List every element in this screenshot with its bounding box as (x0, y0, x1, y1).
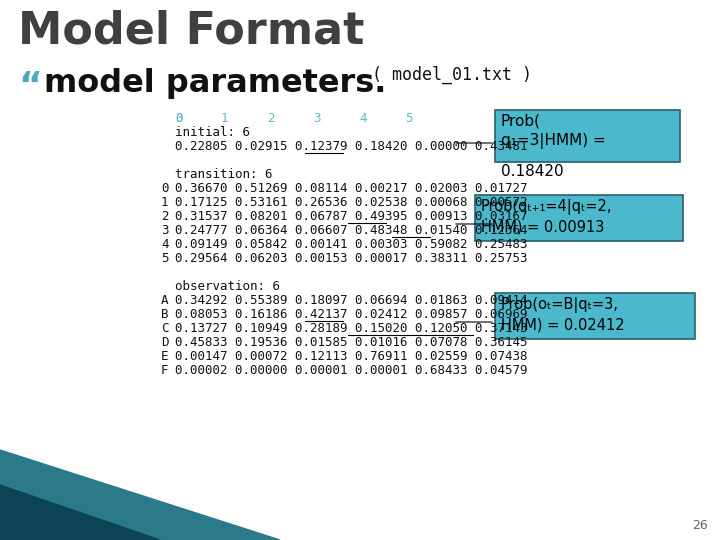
Text: transition: 6: transition: 6 (175, 168, 272, 181)
Text: Model Format: Model Format (18, 10, 364, 53)
Text: C: C (161, 322, 168, 335)
Text: 2: 2 (267, 112, 274, 125)
Text: B: B (161, 308, 168, 321)
Text: A: A (161, 294, 168, 307)
Text: model parameters.: model parameters. (44, 68, 387, 99)
Text: “: “ (18, 70, 42, 104)
Text: Prob(
q₁=3|HMM) =: Prob( q₁=3|HMM) = (501, 114, 606, 149)
Text: 0.34292 0.55389 0.18097 0.06694 0.01863 0.09414: 0.34292 0.55389 0.18097 0.06694 0.01863 … (175, 294, 528, 307)
Text: 0.09149 0.05842 0.00141 0.00303 0.59082 0.25483: 0.09149 0.05842 0.00141 0.00303 0.59082 … (175, 238, 528, 251)
Text: 2: 2 (161, 210, 168, 223)
Text: 0: 0 (175, 112, 182, 125)
Text: ( model_01.txt ): ( model_01.txt ) (362, 66, 532, 84)
Text: observation: 6: observation: 6 (175, 280, 280, 293)
Polygon shape (0, 485, 160, 540)
Text: 0: 0 (161, 182, 168, 195)
Text: 0.18420: 0.18420 (501, 164, 564, 179)
Text: 4: 4 (359, 112, 366, 125)
Text: initial: 6: initial: 6 (175, 126, 250, 139)
Text: 26: 26 (692, 519, 708, 532)
Text: 0.08053 0.16186 0.42137 0.02412 0.09857 0.06969: 0.08053 0.16186 0.42137 0.02412 0.09857 … (175, 308, 528, 321)
Text: 0: 0 (175, 112, 182, 125)
Text: 0.00002 0.00000 0.00001 0.00001 0.68433 0.04579: 0.00002 0.00000 0.00001 0.00001 0.68433 … (175, 364, 528, 377)
Text: E: E (161, 350, 168, 363)
Text: 0.29564 0.06203 0.00153 0.00017 0.38311 0.25753: 0.29564 0.06203 0.00153 0.00017 0.38311 … (175, 252, 528, 265)
FancyBboxPatch shape (495, 293, 695, 339)
Text: 0.24777 0.06364 0.06607 0.48348 0.01540 0.12364: 0.24777 0.06364 0.06607 0.48348 0.01540 … (175, 224, 528, 237)
Text: F: F (161, 364, 168, 377)
Text: 3: 3 (161, 224, 168, 237)
Text: 3: 3 (313, 112, 320, 125)
Text: 1: 1 (221, 112, 228, 125)
Text: 1: 1 (161, 196, 168, 209)
Text: Prob(oₜ=B|qₜ=3,
HMM) = 0.02412: Prob(oₜ=B|qₜ=3, HMM) = 0.02412 (501, 297, 625, 332)
Text: 0.00147 0.00072 0.12113 0.76911 0.02559 0.07438: 0.00147 0.00072 0.12113 0.76911 0.02559 … (175, 350, 528, 363)
Text: Prob(qₜ₊₁=4|qₜ=2,
HMM) = 0.00913: Prob(qₜ₊₁=4|qₜ=2, HMM) = 0.00913 (481, 199, 613, 234)
FancyBboxPatch shape (495, 110, 680, 162)
Polygon shape (0, 450, 280, 540)
Text: D: D (161, 336, 168, 349)
Text: 0.17125 0.53161 0.26536 0.02538 0.00068 0.00572: 0.17125 0.53161 0.26536 0.02538 0.00068 … (175, 196, 528, 209)
Text: 0.13727 0.10949 0.28189 0.15020 0.12050 0.37143: 0.13727 0.10949 0.28189 0.15020 0.12050 … (175, 322, 528, 335)
FancyBboxPatch shape (475, 195, 683, 241)
Text: 0.45833 0.19536 0.01585 0.01016 0.07078 0.36145: 0.45833 0.19536 0.01585 0.01016 0.07078 … (175, 336, 528, 349)
Text: 0.36670 0.51269 0.08114 0.00217 0.02003 0.01727: 0.36670 0.51269 0.08114 0.00217 0.02003 … (175, 182, 528, 195)
Text: 0.31537 0.08201 0.06787 0.49395 0.00913 0.03167: 0.31537 0.08201 0.06787 0.49395 0.00913 … (175, 210, 528, 223)
Text: 4: 4 (161, 238, 168, 251)
Text: 5: 5 (161, 252, 168, 265)
Text: 0.22805 0.02915 0.12379 0.18420 0.00000 0.43481: 0.22805 0.02915 0.12379 0.18420 0.00000 … (175, 140, 528, 153)
Text: 5: 5 (405, 112, 413, 125)
